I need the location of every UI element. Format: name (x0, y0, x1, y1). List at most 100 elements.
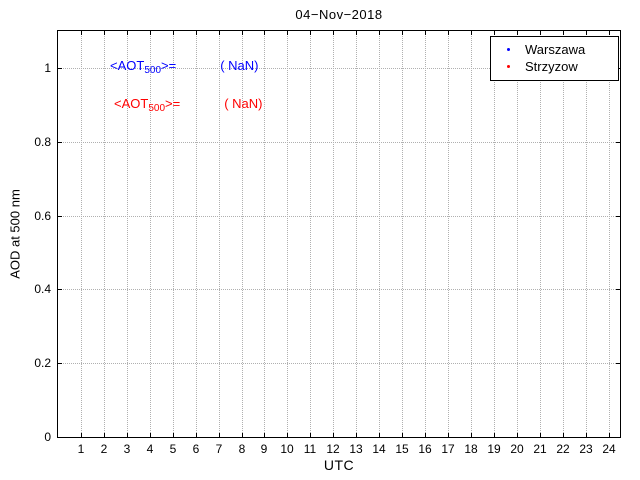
x-tick-mark (356, 433, 357, 437)
y-tick-mark (616, 142, 620, 143)
warszawa-mean-aot-annotation: <AOT500>= ( NaN) (110, 58, 258, 76)
x-tick-mark (448, 31, 449, 35)
x-tick-label: 19 (487, 442, 501, 456)
vertical-grid-line (402, 31, 403, 437)
vertical-grid-line (287, 31, 288, 437)
x-tick-label: 13 (349, 442, 363, 456)
x-tick-mark (563, 31, 564, 35)
legend-entry-warszawa: Warszawa (491, 41, 618, 58)
y-tick-mark (58, 437, 62, 438)
vertical-grid-line (264, 31, 265, 437)
x-tick-mark (586, 31, 587, 35)
annotation-prefix: <AOT (114, 96, 149, 111)
x-tick-mark (379, 31, 380, 35)
grid-layer (58, 31, 620, 438)
annotation-prefix: <AOT (110, 58, 145, 73)
x-tick-label: 3 (123, 442, 131, 456)
y-tick-mark (58, 363, 62, 364)
x-tick-mark (471, 31, 472, 35)
x-tick-mark (448, 433, 449, 437)
y-tick-mark (58, 216, 62, 217)
x-tick-label: 8 (238, 442, 246, 456)
vertical-grid-line (494, 31, 495, 437)
x-tick-label: 2 (100, 442, 108, 456)
x-tick-mark (104, 31, 105, 35)
x-tick-mark (127, 31, 128, 35)
x-tick-label: 17 (441, 442, 455, 456)
y-tick-mark (616, 437, 620, 438)
x-tick-label: 14 (372, 442, 386, 456)
vertical-grid-line (310, 31, 311, 437)
x-tick-mark (402, 433, 403, 437)
y-tick-mark (616, 289, 620, 290)
annotation-value: ( NaN) (220, 58, 259, 73)
x-tick-mark (173, 31, 174, 35)
horizontal-grid-line (58, 363, 620, 364)
vertical-grid-line (242, 31, 243, 437)
x-tick-mark (609, 433, 610, 437)
x-tick-mark (287, 31, 288, 35)
x-tick-mark (402, 31, 403, 35)
x-tick-mark (81, 31, 82, 35)
x-tick-mark (425, 31, 426, 35)
x-tick-mark (173, 433, 174, 437)
x-tick-mark (264, 433, 265, 437)
x-tick-mark (494, 31, 495, 35)
x-tick-label: 20 (510, 442, 524, 456)
x-tick-mark (333, 31, 334, 35)
x-tick-mark (517, 433, 518, 437)
x-tick-mark (219, 433, 220, 437)
vertical-grid-line (540, 31, 541, 437)
x-tick-mark (310, 433, 311, 437)
x-tick-label: 7 (215, 442, 223, 456)
x-tick-label: 16 (418, 442, 432, 456)
y-tick-mark (58, 289, 62, 290)
vertical-grid-line (356, 31, 357, 437)
y-tick-label: 0.6 (34, 209, 51, 223)
vertical-grid-line (563, 31, 564, 437)
y-tick-label: 0.8 (34, 135, 51, 149)
data-points-layer (58, 31, 620, 437)
vertical-grid-line (379, 31, 380, 437)
horizontal-grid-line (58, 216, 620, 217)
horizontal-grid-line (58, 68, 620, 69)
x-tick-label: 22 (556, 442, 570, 456)
x-tick-mark (242, 433, 243, 437)
x-tick-mark (127, 433, 128, 437)
strzyzow-dot-marker-icon (507, 65, 510, 68)
x-tick-mark (219, 31, 220, 35)
vertical-grid-line (81, 31, 82, 437)
annotation-label: <AOT500>= (110, 58, 176, 76)
y-tick-label: 0.4 (34, 282, 51, 296)
y-tick-label: 0 (44, 430, 51, 444)
x-tick-mark (517, 31, 518, 35)
x-tick-label: 11 (303, 442, 317, 456)
legend-label: Warszawa (525, 42, 586, 57)
x-tick-mark (196, 433, 197, 437)
x-tick-mark (242, 31, 243, 35)
vertical-grid-line (586, 31, 587, 437)
x-tick-label: 21 (533, 442, 547, 456)
strzyzow-mean-aot-annotation: <AOT500>= ( NaN) (114, 96, 262, 114)
x-tick-mark (425, 433, 426, 437)
legend-entry-strzyzow: Strzyzow (491, 58, 618, 75)
x-tick-mark (150, 433, 151, 437)
x-tick-label: 1 (77, 442, 85, 456)
vertical-grid-line (471, 31, 472, 437)
vertical-grid-line (333, 31, 334, 437)
vertical-grid-line (609, 31, 610, 437)
chart-title: 04−Nov−2018 (295, 7, 383, 22)
x-tick-mark (540, 433, 541, 437)
annotation-subscript: 500 (144, 65, 162, 76)
y-tick-mark (58, 142, 62, 143)
x-tick-label: 5 (169, 442, 177, 456)
annotation-label: <AOT500>= (114, 96, 180, 114)
vertical-grid-line (150, 31, 151, 437)
vertical-grid-line (173, 31, 174, 437)
y-tick-mark (616, 363, 620, 364)
x-tick-mark (310, 31, 311, 35)
y-tick-label: 0.2 (34, 356, 51, 370)
y-tick-mark (58, 68, 62, 69)
x-tick-label: 6 (192, 442, 200, 456)
